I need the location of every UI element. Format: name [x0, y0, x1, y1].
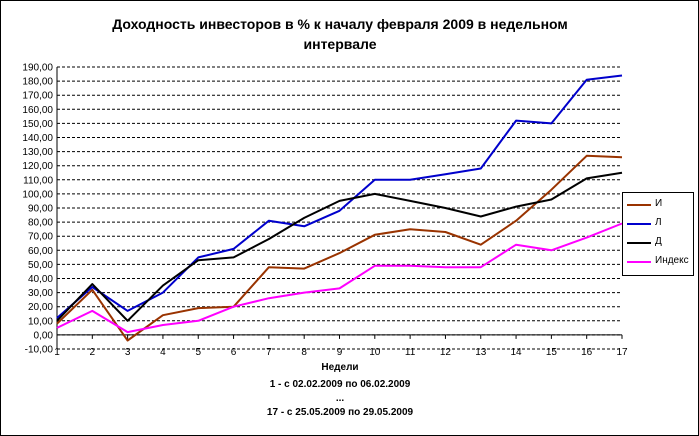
y-tick-label: 160,00 — [22, 105, 53, 116]
legend-label: Индекс — [655, 255, 689, 266]
legend-label: Л — [655, 217, 662, 228]
footer-line-2: ... — [335, 393, 345, 404]
legend-item: Д — [627, 235, 693, 251]
x-tick-label: 13 — [475, 347, 487, 358]
x-axis-label: Недели — [321, 362, 359, 373]
y-tick-label: 60,00 — [28, 246, 53, 257]
y-tick-label: 120,00 — [22, 161, 53, 172]
footer-line-1: 1 - с 02.02.2009 по 06.02.2009 — [269, 379, 411, 390]
y-tick-label: 30,00 — [28, 288, 53, 299]
y-tick-label: 0,00 — [34, 330, 54, 341]
y-tick-label: 90,00 — [28, 204, 53, 215]
x-tick-label: 14 — [511, 347, 523, 358]
x-tick-label: 15 — [546, 347, 558, 358]
legend-label: Д — [655, 236, 662, 247]
x-tick-label: 5 — [195, 347, 201, 358]
legend-swatch — [627, 223, 651, 225]
x-tick-label: 16 — [581, 347, 593, 358]
legend-swatch — [627, 261, 651, 263]
y-tick-label: 110,00 — [23, 175, 53, 186]
y-tick-label: 40,00 — [28, 274, 53, 285]
legend: И Л Д Индекс — [622, 192, 694, 276]
y-tick-label: 190,00 — [22, 63, 53, 74]
y-tick-label: 180,00 — [22, 77, 53, 88]
x-tick-label: 1 — [54, 347, 60, 358]
x-tick-label: 6 — [231, 347, 237, 358]
legend-item: Л — [627, 216, 693, 232]
x-tick-label: 12 — [440, 347, 452, 358]
x-tick-label: 3 — [125, 347, 131, 358]
y-tick-label: 70,00 — [28, 232, 53, 243]
y-tick-label: 80,00 — [28, 218, 53, 229]
y-tick-label: 10,00 — [28, 316, 53, 327]
x-tick-label: 8 — [301, 347, 307, 358]
x-tick-label: 17 — [616, 347, 628, 358]
series-line-3 — [56, 171, 623, 322]
y-tick-label: 50,00 — [28, 260, 53, 271]
legend-item: Индекс — [627, 254, 693, 270]
x-tick-label: 7 — [266, 347, 272, 358]
x-tick-label: 2 — [90, 347, 96, 358]
series-line-4 — [56, 222, 623, 334]
x-tick-label: 4 — [160, 347, 166, 358]
y-tick-label: 150,00 — [22, 119, 53, 130]
legend-item: И — [627, 197, 693, 213]
legend-swatch — [627, 242, 651, 244]
y-tick-label: 20,00 — [28, 302, 53, 313]
y-tick-label: 170,00 — [22, 91, 53, 102]
y-tick-label: 130,00 — [22, 147, 53, 158]
footer-line-3: 17 - с 25.05.2009 по 29.05.2009 — [266, 407, 414, 418]
legend-label: И — [655, 198, 663, 209]
x-tick-label: 9 — [337, 347, 343, 358]
y-tick-label: -10,00 — [25, 345, 54, 356]
y-tick-label: 100,00 — [22, 189, 53, 200]
series-line-2 — [56, 74, 623, 319]
legend-swatch — [627, 204, 651, 206]
x-tick-label: 11 — [405, 347, 416, 358]
series-line-1 — [56, 154, 623, 342]
y-tick-label: 140,00 — [22, 133, 53, 144]
chart-title: Доходность инвесторов в % к началу февра… — [112, 16, 568, 52]
x-tick-label: 10 — [369, 347, 381, 358]
